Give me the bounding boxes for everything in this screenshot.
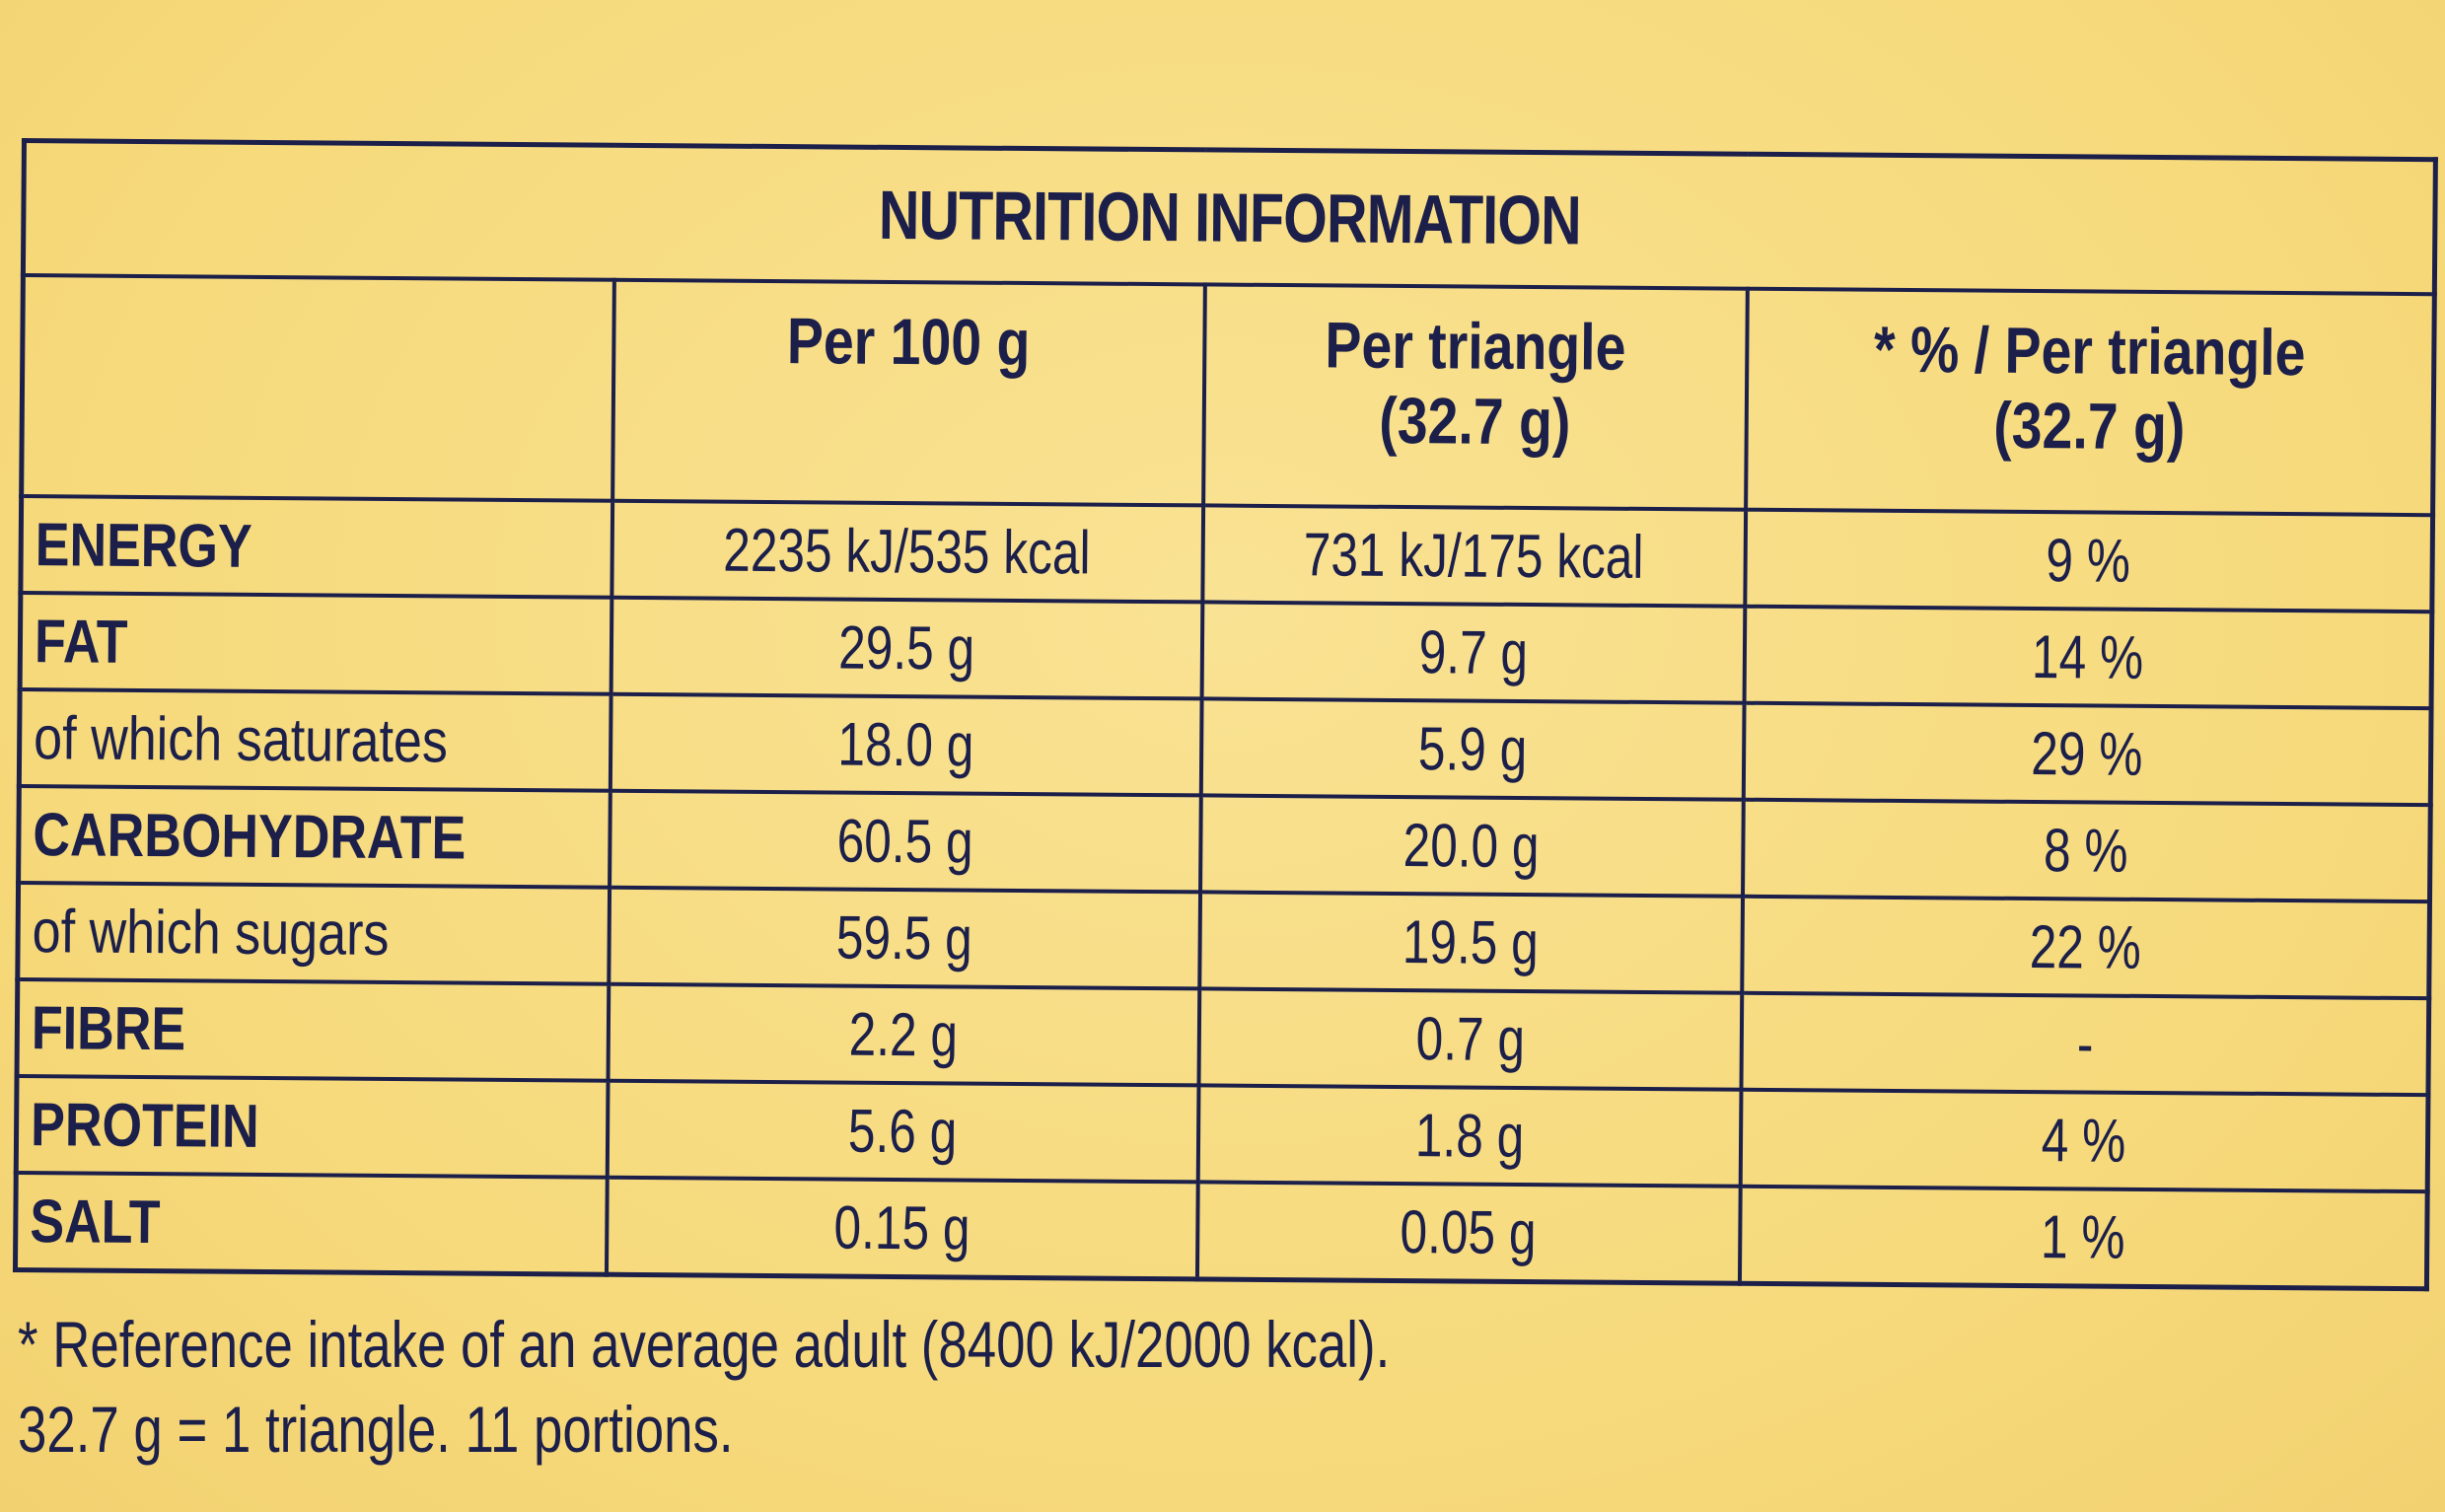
per100-cell: 2235 kJ/535 kcal [611, 500, 1203, 603]
per100-cell: 29.5 g [611, 597, 1202, 699]
footnote-reference-intake: * Reference intake of an average adult (… [18, 1308, 1391, 1381]
table-row-sugars: of which sugars 59.5 g 19.5 g 22 % [17, 882, 2430, 999]
ri-cell: 22 % [1741, 896, 2430, 999]
ri-cell: 9 % [1744, 509, 2433, 612]
table-row-fibre: FIBRE 2.2 g 0.7 g - [17, 978, 2429, 1096]
per-triangle-cell: 5.9 g [1200, 698, 1745, 800]
table-row-carbohydrate: CARBOHYDRATE 60.5 g 20.0 g 8 % [18, 785, 2431, 902]
footnote-portions: 32.7 g = 1 triangle. 11 portions. [18, 1393, 734, 1466]
header-ri-line2: (32.7 g) [1993, 388, 2186, 464]
header-per-100g: Per 100 g [611, 279, 1205, 506]
per100-cell: 0.15 g [606, 1177, 1198, 1279]
per-triangle-cell: 9.7 g [1201, 602, 1745, 703]
row-label: SALT [15, 1172, 608, 1275]
row-label: CARBOHYDRATE [18, 785, 611, 888]
header-per-triangle-line2: (32.7 g) [1379, 383, 1571, 459]
footnote: * Reference intake of an average adult (… [18, 1302, 1390, 1472]
per-triangle-cell: 1.8 g [1197, 1085, 1742, 1187]
row-label: FIBRE [17, 978, 609, 1081]
table-title: NUTRITION INFORMATION [240, 142, 2219, 293]
header-per-triangle: Per triangle (32.7 g) [1202, 284, 1748, 510]
per-triangle-cell: 731 kJ/175 kcal [1201, 505, 1746, 607]
title-row: NUTRITION INFORMATION [23, 141, 2435, 295]
ri-cell: 1 % [1739, 1186, 2428, 1289]
ri-cell: - [1741, 992, 2429, 1096]
header-per-triangle-line1: Per triangle [1325, 308, 1626, 384]
per-triangle-cell: 0.7 g [1198, 988, 1742, 1090]
row-label: ENERGY [20, 496, 612, 598]
row-label: FAT [20, 593, 611, 694]
per-triangle-cell: 20.0 g [1199, 795, 1744, 897]
row-label: PROTEIN [16, 1075, 609, 1178]
ri-cell: 29 % [1743, 702, 2432, 806]
table-row-protein: PROTEIN 5.6 g 1.8 g 4 % [16, 1075, 2428, 1192]
ri-cell: 8 % [1742, 799, 2431, 902]
per100-cell: 2.2 g [608, 983, 1199, 1086]
row-label: of which saturates [19, 689, 611, 791]
per-triangle-cell: 19.5 g [1198, 892, 1743, 993]
ri-cell: 14 % [1744, 606, 2432, 709]
per100-cell: 5.6 g [607, 1080, 1199, 1183]
per-triangle-cell: 0.05 g [1196, 1182, 1741, 1284]
header-per-100g-label: Per 100 g [786, 304, 1031, 380]
per100-cell: 18.0 g [610, 693, 1202, 796]
per100-cell: 59.5 g [608, 887, 1200, 989]
row-label: of which sugars [17, 882, 610, 984]
header-row: Per 100 g Per triangle (32.7 g) * % / Pe… [21, 275, 2435, 516]
ri-cell: 4 % [1740, 1089, 2428, 1192]
per100-cell: 60.5 g [609, 790, 1201, 893]
table-row-fat: FAT 29.5 g 9.7 g 14 % [20, 593, 2432, 709]
nutrition-panel: NUTRITION INFORMATION Per 100 g Per tria… [12, 138, 2438, 1292]
nutrition-table: NUTRITION INFORMATION Per 100 g Per tria… [12, 138, 2438, 1292]
header-ri-per-triangle: * % / Per triangle (32.7 g) [1745, 288, 2435, 516]
table-row-saturates: of which saturates 18.0 g 5.9 g 29 % [19, 689, 2432, 806]
table-row-salt: SALT 0.15 g 0.05 g 1 % [15, 1172, 2428, 1289]
header-ri-line1: * % / Per triangle [1874, 312, 2307, 390]
header-empty-cell [21, 275, 614, 501]
table-row-energy: ENERGY 2235 kJ/535 kcal 731 kJ/175 kcal … [20, 496, 2433, 612]
